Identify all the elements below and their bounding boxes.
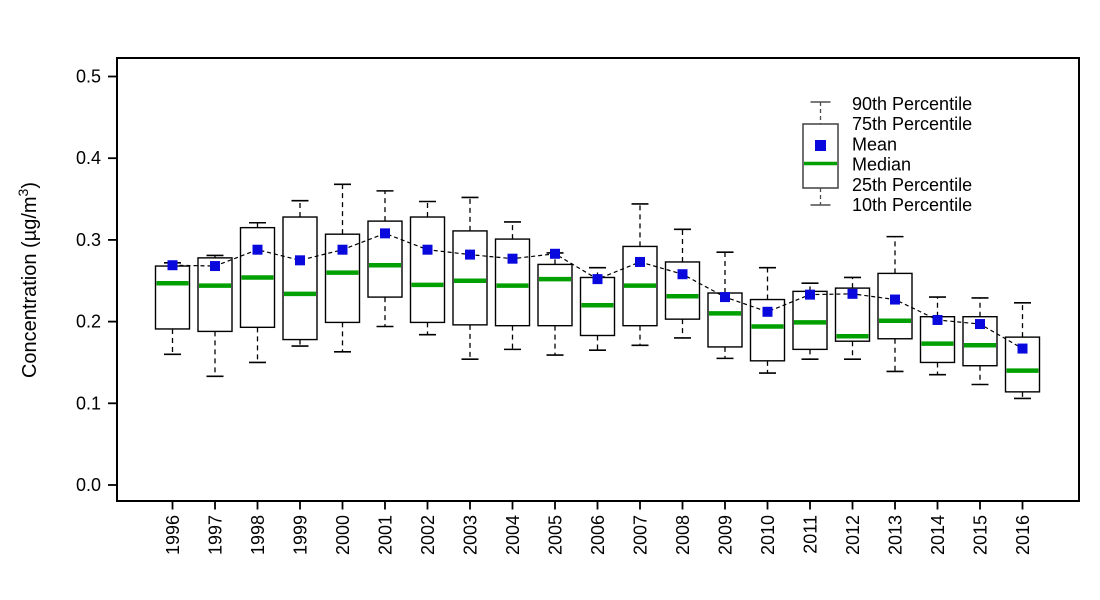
x-tick-label-2000: 2000 — [333, 515, 353, 555]
boxplot-2015 — [962, 297, 998, 386]
x-tick-label-1996: 1996 — [163, 515, 183, 555]
x-tick-label-2006: 2006 — [588, 515, 608, 555]
boxplot-2006 — [579, 266, 616, 351]
mean-marker-2004 — [507, 253, 518, 264]
x-tick-label-2007: 2007 — [631, 515, 651, 555]
boxplot-2013 — [877, 235, 913, 373]
boxplot-2008 — [664, 228, 701, 339]
boxplot-2005 — [537, 252, 573, 356]
boxplot-2004 — [494, 221, 531, 351]
boxplot-1999 — [282, 199, 318, 347]
iqr-box — [877, 272, 913, 340]
legend-label-2: Mean — [852, 134, 897, 154]
x-tick-label-1999: 1999 — [291, 515, 311, 555]
mean-marker-2006 — [592, 274, 603, 285]
x-tick-label-2009: 2009 — [716, 515, 736, 555]
legend-label-4: 25th Percentile — [852, 175, 972, 195]
legend-label-0: 90th Percentile — [852, 94, 972, 114]
legend-label-5: 10th Percentile — [852, 195, 972, 215]
boxplot-2001 — [367, 190, 403, 328]
iqr-box — [537, 263, 573, 327]
mean-marker-2003 — [465, 249, 475, 260]
legend-label-1: 75th Percentile — [852, 114, 972, 134]
mean-marker-2016 — [1017, 343, 1028, 354]
iqr-box — [154, 265, 191, 330]
mean-marker-2010 — [762, 306, 773, 317]
boxplot-2011 — [792, 282, 828, 360]
x-tick-label-2002: 2002 — [418, 515, 438, 555]
boxplot-2014 — [919, 296, 956, 376]
legend-iqr-box — [802, 123, 839, 189]
mean-marker-2007 — [635, 256, 645, 267]
x-tick-label-2001: 2001 — [376, 515, 396, 555]
x-tick-label-1997: 1997 — [206, 515, 226, 555]
iqr-box — [409, 216, 446, 324]
iqr-box — [452, 230, 488, 326]
mean-marker-2000 — [337, 244, 348, 255]
x-tick-label-2011: 2011 — [801, 515, 821, 554]
boxplot-2002 — [409, 200, 446, 336]
x-tick-label-2012: 2012 — [843, 515, 863, 555]
y-axis-title-superscript: 3 — [15, 188, 31, 196]
iqr-box — [494, 238, 531, 327]
mean-marker-2002 — [422, 244, 433, 255]
y-tick-label: 0.3 — [76, 230, 101, 250]
boxplot-2010 — [749, 266, 786, 374]
mean-marker-2013 — [890, 294, 900, 305]
legend-mean-marker — [815, 140, 826, 151]
y-axis-title-main: Concentration (µg/m — [19, 196, 41, 378]
mean-marker-1996 — [167, 260, 178, 271]
boxplot-1998 — [239, 221, 276, 364]
x-tick-label-2013: 2013 — [886, 515, 906, 555]
mean-marker-1999 — [295, 255, 305, 266]
y-tick-label: 0.4 — [76, 148, 101, 168]
x-tick-label-2005: 2005 — [546, 515, 566, 555]
mean-marker-2015 — [975, 319, 985, 330]
mean-marker-2008 — [677, 269, 688, 280]
x-tick-label-2010: 2010 — [758, 515, 778, 555]
x-tick-label-2016: 2016 — [1013, 515, 1033, 555]
x-tick-label-2014: 2014 — [928, 515, 948, 555]
mean-marker-2012 — [847, 288, 858, 299]
mean-marker-2005 — [550, 248, 560, 259]
iqr-box — [282, 216, 318, 341]
mean-marker-1998 — [252, 244, 263, 255]
mean-marker-2014 — [932, 314, 943, 325]
boxplot-2007 — [622, 203, 658, 347]
mean-marker-1997 — [210, 261, 220, 272]
x-tick-label-2004: 2004 — [503, 515, 523, 555]
x-tick-label-2015: 2015 — [971, 515, 991, 555]
x-tick-label-2003: 2003 — [461, 515, 481, 555]
y-tick-label: 0.5 — [76, 67, 101, 87]
y-axis-title: Concentration (µg/m3) — [15, 182, 41, 378]
legend-label-3: Median — [852, 155, 911, 175]
x-tick-label-1998: 1998 — [248, 515, 268, 555]
y-tick-label: 0.1 — [76, 393, 101, 413]
boxplot-2009 — [707, 251, 743, 360]
mean-marker-2001 — [380, 228, 390, 239]
boxplot-2003 — [452, 196, 488, 360]
x-tick-label-2008: 2008 — [673, 515, 693, 555]
y-tick-label: 0.2 — [76, 312, 101, 332]
boxplot-2000 — [324, 183, 361, 353]
y-axis-title-close: ) — [19, 182, 41, 189]
y-tick-label: 0.0 — [76, 475, 101, 495]
boxplot-1997 — [197, 254, 233, 378]
boxplot-1996 — [154, 261, 191, 356]
mean-marker-2009 — [720, 292, 730, 303]
mean-marker-2011 — [805, 289, 815, 300]
